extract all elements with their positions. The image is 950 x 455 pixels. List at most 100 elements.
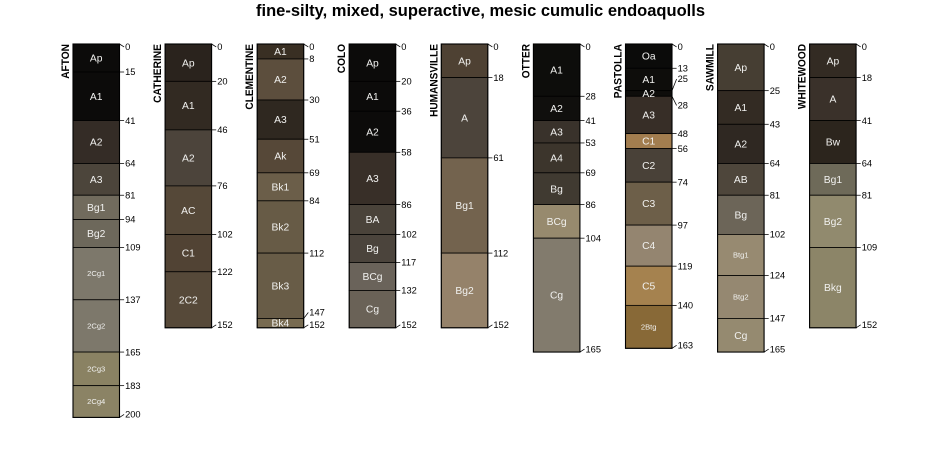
svg-text:Ap: Ap (90, 54, 103, 65)
svg-text:117: 117 (401, 258, 416, 268)
svg-text:30: 30 (309, 95, 319, 105)
svg-text:81: 81 (862, 190, 872, 200)
svg-text:0: 0 (125, 42, 130, 52)
svg-text:69: 69 (586, 168, 596, 178)
svg-text:2Cg1: 2Cg1 (87, 269, 105, 278)
svg-text:152: 152 (493, 320, 509, 330)
svg-text:Btg2: Btg2 (733, 292, 749, 301)
svg-text:104: 104 (586, 233, 602, 243)
svg-text:Bg2: Bg2 (87, 229, 106, 240)
svg-text:64: 64 (125, 159, 135, 169)
svg-text:A1: A1 (182, 101, 195, 112)
svg-text:2Cg3: 2Cg3 (87, 364, 105, 373)
svg-text:Bg: Bg (734, 210, 747, 221)
svg-text:AB: AB (734, 175, 748, 186)
svg-text:Bg2: Bg2 (455, 286, 474, 297)
svg-text:84: 84 (309, 196, 319, 206)
svg-text:64: 64 (770, 159, 780, 169)
svg-text:152: 152 (217, 320, 233, 330)
svg-text:A3: A3 (90, 175, 103, 186)
svg-text:A: A (829, 95, 836, 106)
svg-text:64: 64 (862, 159, 872, 169)
svg-text:74: 74 (678, 177, 688, 187)
svg-text:A: A (461, 113, 468, 124)
svg-text:Bk3: Bk3 (272, 281, 290, 292)
svg-text:46: 46 (217, 125, 227, 135)
svg-text:Cg: Cg (734, 331, 747, 342)
svg-text:C3: C3 (642, 199, 655, 210)
svg-text:119: 119 (678, 261, 693, 271)
svg-text:AFTON: AFTON (60, 44, 72, 79)
svg-text:BCg: BCg (547, 217, 567, 228)
svg-text:86: 86 (586, 200, 596, 210)
svg-text:13: 13 (678, 63, 688, 73)
svg-text:15: 15 (125, 67, 135, 77)
svg-text:Oa: Oa (642, 52, 656, 63)
svg-text:8: 8 (309, 54, 314, 64)
svg-text:102: 102 (770, 230, 786, 240)
svg-text:A3: A3 (550, 127, 563, 138)
svg-text:147: 147 (309, 308, 325, 318)
svg-text:A2: A2 (274, 75, 287, 86)
svg-text:41: 41 (586, 116, 596, 126)
svg-text:124: 124 (770, 271, 786, 281)
svg-text:CATHERINE: CATHERINE (152, 44, 164, 103)
svg-text:2Cg2: 2Cg2 (87, 321, 105, 330)
svg-text:97: 97 (678, 220, 688, 230)
svg-text:Bg2: Bg2 (824, 217, 843, 228)
svg-text:Bg1: Bg1 (87, 203, 106, 214)
svg-text:137: 137 (125, 295, 141, 305)
svg-text:48: 48 (678, 129, 688, 139)
svg-text:CLEMENTINE: CLEMENTINE (244, 44, 256, 110)
svg-text:A3: A3 (274, 115, 287, 126)
svg-text:A4: A4 (550, 153, 563, 164)
svg-text:56: 56 (678, 144, 688, 154)
svg-text:152: 152 (862, 320, 878, 330)
svg-text:112: 112 (493, 248, 508, 258)
svg-text:140: 140 (678, 301, 694, 311)
svg-text:25: 25 (770, 86, 780, 96)
svg-text:A1: A1 (90, 92, 103, 103)
svg-text:0: 0 (770, 42, 775, 52)
svg-text:58: 58 (401, 147, 411, 157)
svg-text:18: 18 (493, 73, 503, 83)
svg-text:Bg: Bg (550, 184, 563, 195)
svg-text:AC: AC (181, 206, 196, 217)
svg-text:C5: C5 (642, 281, 655, 292)
svg-text:A2: A2 (642, 89, 655, 100)
svg-text:Ap: Ap (734, 63, 747, 74)
svg-text:0: 0 (586, 42, 591, 52)
svg-text:A2: A2 (366, 127, 379, 138)
svg-text:0: 0 (309, 42, 314, 52)
svg-text:165: 165 (125, 347, 141, 357)
svg-text:152: 152 (309, 320, 325, 330)
svg-text:Bkg: Bkg (824, 283, 842, 294)
svg-text:25: 25 (678, 74, 688, 84)
svg-text:20: 20 (401, 77, 411, 87)
svg-text:2Cg4: 2Cg4 (87, 397, 105, 406)
svg-text:81: 81 (770, 190, 780, 200)
svg-text:C4: C4 (642, 241, 655, 252)
svg-text:0: 0 (862, 42, 867, 52)
svg-text:COLO: COLO (336, 44, 348, 73)
svg-text:76: 76 (217, 181, 227, 191)
svg-text:41: 41 (125, 116, 135, 126)
svg-text:132: 132 (401, 286, 417, 296)
svg-text:28: 28 (586, 91, 596, 101)
svg-text:18: 18 (862, 73, 872, 83)
svg-text:C1: C1 (642, 137, 655, 148)
svg-text:A3: A3 (366, 174, 379, 185)
svg-text:Ap: Ap (827, 56, 840, 67)
svg-text:Bk2: Bk2 (272, 223, 290, 234)
svg-text:Ap: Ap (366, 58, 379, 69)
svg-text:Bg1: Bg1 (455, 201, 474, 212)
svg-text:102: 102 (217, 230, 233, 240)
svg-text:Cg: Cg (366, 305, 379, 316)
svg-text:A1: A1 (642, 75, 655, 86)
svg-text:102: 102 (401, 230, 417, 240)
svg-text:43: 43 (770, 119, 780, 129)
svg-text:165: 165 (770, 344, 786, 354)
svg-text:Bg1: Bg1 (824, 175, 843, 186)
svg-text:Ap: Ap (458, 56, 471, 67)
svg-text:Bw: Bw (826, 138, 841, 149)
